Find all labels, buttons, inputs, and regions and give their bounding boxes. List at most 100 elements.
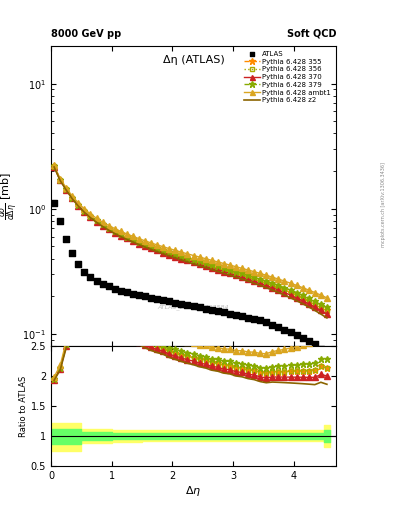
Pythia 6.428 379 — [312, 297, 317, 304]
Line: Pythia 6.428 355: Pythia 6.428 355 — [51, 163, 331, 314]
Pythia 6.428 379 — [100, 221, 105, 227]
Pythia 6.428 355 — [137, 240, 141, 246]
Pythia 6.428 ambt1 — [252, 269, 257, 275]
Pythia 6.428 379 — [203, 260, 208, 266]
ATLAS — [136, 291, 142, 299]
Pythia 6.428 370 — [107, 226, 111, 232]
Pythia 6.428 379 — [252, 274, 257, 280]
Pythia 6.428 356 — [307, 297, 311, 304]
ATLAS — [306, 337, 312, 345]
Pythia 6.428 379 — [185, 254, 190, 261]
Pythia 6.428 370 — [185, 258, 190, 264]
Pythia 6.428 379 — [76, 202, 81, 208]
Pythia 6.428 370 — [264, 282, 269, 288]
Pythia 6.428 ambt1 — [130, 233, 135, 240]
Pythia 6.428 z2 — [288, 295, 293, 301]
Pythia 6.428 370 — [240, 274, 244, 280]
Pythia 6.428 ambt1 — [161, 244, 165, 250]
Pythia 6.428 ambt1 — [312, 289, 317, 295]
Pythia 6.428 z2 — [282, 292, 287, 298]
Pythia 6.428 z2 — [209, 266, 214, 272]
Pythia 6.428 355 — [155, 246, 160, 252]
Pythia 6.428 379 — [107, 225, 111, 231]
ATLAS — [257, 316, 263, 325]
Pythia 6.428 ambt1 — [149, 240, 154, 246]
Pythia 6.428 355 — [82, 208, 87, 215]
Pythia 6.428 ambt1 — [185, 251, 190, 257]
ATLAS — [275, 323, 281, 331]
Pythia 6.428 355 — [312, 301, 317, 307]
Pythia 6.428 356 — [149, 244, 154, 250]
Pythia 6.428 z2 — [185, 259, 190, 265]
Pythia 6.428 356 — [118, 232, 123, 238]
Pythia 6.428 355 — [203, 261, 208, 267]
Pythia 6.428 356 — [112, 229, 117, 235]
Pythia 6.428 355 — [76, 202, 81, 208]
ATLAS — [81, 268, 88, 276]
Pythia 6.428 379 — [143, 241, 147, 247]
Pythia 6.428 370 — [112, 229, 117, 236]
X-axis label: $\Delta\eta$: $\Delta\eta$ — [185, 483, 202, 498]
Pythia 6.428 356 — [76, 202, 81, 208]
Pythia 6.428 370 — [209, 265, 214, 271]
Pythia 6.428 370 — [215, 267, 220, 273]
ATLAS — [166, 297, 173, 306]
ATLAS — [221, 308, 227, 316]
Pythia 6.428 370 — [52, 164, 57, 170]
Pythia 6.428 z2 — [312, 307, 317, 313]
Pythia 6.428 379 — [58, 177, 62, 183]
Pythia 6.428 ambt1 — [70, 193, 75, 199]
Pythia 6.428 z2 — [307, 304, 311, 310]
Pythia 6.428 ambt1 — [258, 270, 263, 276]
Pythia 6.428 355 — [70, 195, 75, 201]
Pythia 6.428 ambt1 — [173, 247, 178, 253]
ATLAS — [106, 282, 112, 290]
Pythia 6.428 z2 — [88, 215, 93, 221]
Pythia 6.428 355 — [197, 260, 202, 266]
Pythia 6.428 ambt1 — [228, 262, 232, 268]
Text: 8000 GeV pp: 8000 GeV pp — [51, 29, 121, 38]
Pythia 6.428 ambt1 — [215, 259, 220, 265]
Pythia 6.428 356 — [294, 292, 299, 298]
Pythia 6.428 355 — [112, 229, 117, 235]
Pythia 6.428 356 — [185, 256, 190, 262]
Pythia 6.428 ambt1 — [197, 254, 202, 260]
Text: ATLAS_2019_I1762584: ATLAS_2019_I1762584 — [158, 304, 229, 310]
Pythia 6.428 370 — [149, 245, 154, 251]
Pythia 6.428 ambt1 — [222, 261, 226, 267]
Pythia 6.428 356 — [203, 261, 208, 267]
Pythia 6.428 370 — [88, 214, 93, 220]
Pythia 6.428 z2 — [252, 280, 257, 286]
ATLAS — [281, 326, 288, 334]
Pythia 6.428 370 — [155, 247, 160, 253]
Pythia 6.428 ambt1 — [167, 246, 172, 252]
ATLAS — [318, 345, 324, 353]
Pythia 6.428 379 — [70, 195, 75, 201]
Pythia 6.428 z2 — [264, 285, 269, 291]
ATLAS — [172, 298, 178, 307]
Pythia 6.428 ambt1 — [76, 200, 81, 206]
Pythia 6.428 356 — [270, 282, 275, 288]
Pythia 6.428 379 — [161, 247, 165, 253]
Pythia 6.428 356 — [264, 280, 269, 286]
Pythia 6.428 356 — [209, 263, 214, 269]
Pythia 6.428 ambt1 — [179, 249, 184, 255]
Pythia 6.428 ambt1 — [118, 228, 123, 234]
Pythia 6.428 370 — [300, 297, 305, 304]
Pythia 6.428 z2 — [64, 187, 69, 193]
Pythia 6.428 370 — [161, 249, 165, 255]
ATLAS — [202, 305, 209, 313]
Pythia 6.428 356 — [143, 242, 147, 248]
Pythia 6.428 356 — [155, 246, 160, 252]
Pythia 6.428 355 — [94, 218, 99, 224]
Pythia 6.428 355 — [264, 280, 269, 286]
Pythia 6.428 z2 — [112, 230, 117, 237]
Pythia 6.428 379 — [307, 295, 311, 301]
Pythia 6.428 379 — [52, 163, 57, 169]
Pythia 6.428 z2 — [76, 203, 81, 209]
Pythia 6.428 379 — [94, 217, 99, 223]
Pythia 6.428 379 — [246, 272, 250, 279]
Pythia 6.428 379 — [167, 249, 172, 255]
Pythia 6.428 370 — [100, 223, 105, 229]
Pythia 6.428 356 — [107, 225, 111, 231]
